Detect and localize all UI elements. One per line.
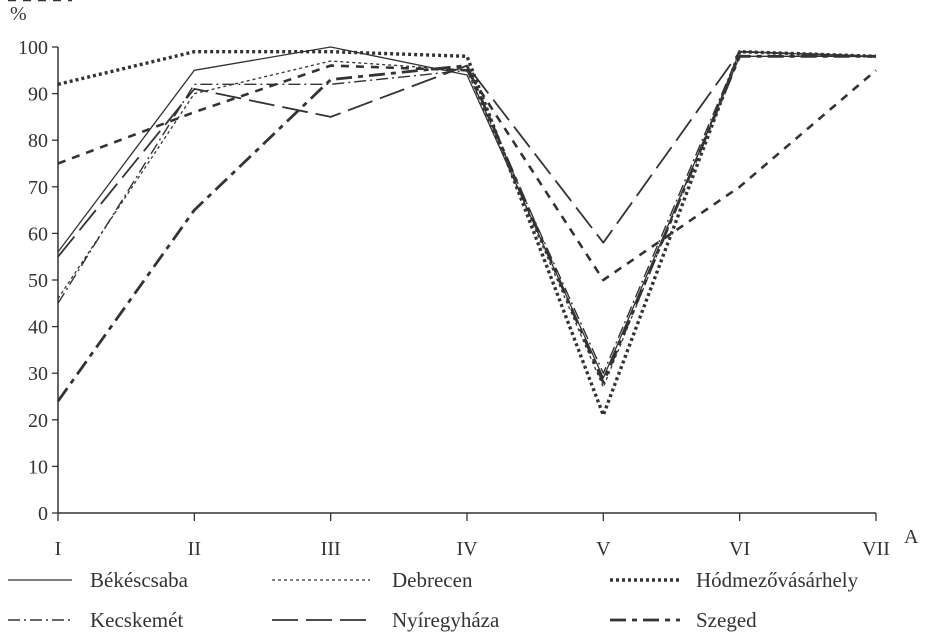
y-tick-label: 90 [28, 84, 48, 106]
x-tick-label: VII [862, 538, 890, 560]
y-tick-label: 70 [28, 177, 48, 199]
legend-label-5: Nyíregyháza [392, 608, 500, 632]
series-layer [56, 46, 877, 417]
y-tick-label: 20 [28, 410, 48, 432]
series-line-6 [56, 54, 876, 403]
legend-label-3: Hódmezővásárhely [696, 568, 859, 592]
legend-label-6: Szeged [696, 608, 757, 632]
series-line-5 [57, 50, 877, 258]
y-tick-label: 0 [38, 503, 48, 525]
series-line-1 [57, 46, 876, 379]
y-tick-label: 50 [28, 270, 48, 292]
x-tick-label: III [321, 538, 341, 560]
y-tick-label: 80 [28, 130, 48, 152]
y-tick-label: 30 [28, 363, 48, 385]
x-axis-label: A [904, 526, 919, 548]
x-tick-label: II [188, 538, 201, 560]
series-line-7 [57, 64, 877, 282]
legend-label-2: Debrecen [392, 568, 473, 592]
x-tick-label: VI [729, 538, 750, 560]
y-tick-label: 60 [28, 223, 48, 245]
y-tick-label: 100 [18, 37, 48, 59]
x-tick-label: V [596, 538, 611, 560]
legend-label-1: Békéscsaba [90, 568, 189, 592]
legend: Békéscsaba Debrecen Hódmezővásárhely Kecske… [8, 0, 859, 632]
legend-label-7: Szolnok [90, 0, 159, 5]
y-axis-label: % [10, 3, 27, 25]
x-tick-label: IV [456, 538, 478, 560]
legend-label-4: Kecskemét [90, 608, 183, 632]
x-tick-label: I [55, 538, 62, 560]
y-tick-label: 40 [28, 317, 48, 339]
series-line-2 [57, 51, 877, 388]
y-tick-label: 10 [28, 456, 48, 478]
series-line-4 [57, 51, 877, 374]
